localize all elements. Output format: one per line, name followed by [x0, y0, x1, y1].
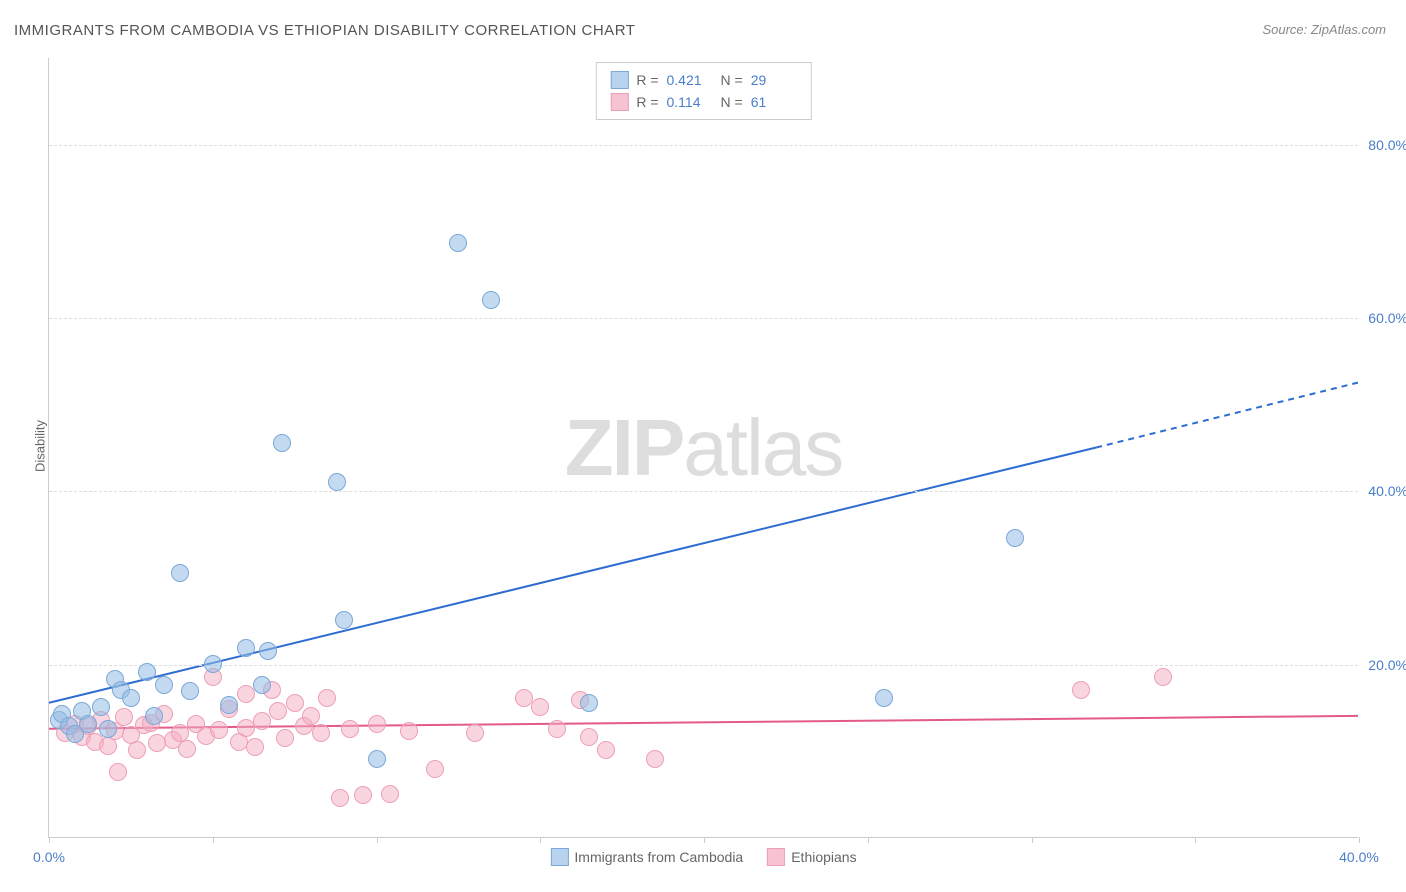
scatter-point-ethiopians [400, 722, 418, 740]
scatter-point-cambodia [237, 639, 255, 657]
scatter-point-cambodia [122, 689, 140, 707]
scatter-point-cambodia [99, 720, 117, 738]
scatter-point-cambodia [220, 696, 238, 714]
x-tick [1359, 837, 1360, 843]
x-tick [377, 837, 378, 843]
scatter-point-ethiopians [237, 685, 255, 703]
correlation-chart: IMMIGRANTS FROM CAMBODIA VS ETHIOPIAN DI… [0, 0, 1406, 892]
scatter-point-cambodia [204, 655, 222, 673]
scatter-point-ethiopians [210, 721, 228, 739]
x-tick [1195, 837, 1196, 843]
scatter-point-ethiopians [1072, 681, 1090, 699]
swatch-cambodia-icon [550, 848, 568, 866]
scatter-point-ethiopians [426, 760, 444, 778]
scatter-point-cambodia [92, 698, 110, 716]
scatter-point-ethiopians [246, 738, 264, 756]
scatter-point-ethiopians [341, 720, 359, 738]
scatter-point-ethiopians [466, 724, 484, 742]
y-tick-label: 60.0% [1363, 310, 1406, 326]
scatter-point-ethiopians [237, 719, 255, 737]
x-tick [704, 837, 705, 843]
scatter-point-cambodia [335, 611, 353, 629]
x-tick-label: 40.0% [1339, 849, 1379, 865]
gridline [49, 145, 1358, 146]
scatter-point-ethiopians [354, 786, 372, 804]
legend-row-ethiopians: R = 0.114 N = 61 [610, 91, 796, 113]
source-citation: Source: ZipAtlas.com [1262, 22, 1386, 37]
scatter-point-cambodia [171, 564, 189, 582]
scatter-point-cambodia [145, 707, 163, 725]
legend-row-cambodia: R = 0.421 N = 29 [610, 69, 796, 91]
swatch-cambodia [610, 71, 628, 89]
y-tick-label: 80.0% [1363, 137, 1406, 153]
scatter-point-ethiopians [312, 724, 330, 742]
scatter-point-cambodia [273, 434, 291, 452]
scatter-point-ethiopians [531, 698, 549, 716]
scatter-point-ethiopians [318, 689, 336, 707]
scatter-point-ethiopians [115, 708, 133, 726]
x-tick [49, 837, 50, 843]
scatter-point-cambodia [181, 682, 199, 700]
plot-area: ZIPatlas R = 0.421 N = 29 R = 0.114 N = … [48, 58, 1358, 838]
legend-bottom: Immigrants from Cambodia Ethiopians [550, 848, 856, 866]
scatter-point-cambodia [253, 676, 271, 694]
legend-stats: R = 0.421 N = 29 R = 0.114 N = 61 [595, 62, 811, 120]
swatch-ethiopians [610, 93, 628, 111]
x-tick-label: 0.0% [33, 849, 65, 865]
scatter-point-ethiopians [286, 694, 304, 712]
scatter-point-ethiopians [253, 712, 271, 730]
scatter-point-cambodia [580, 694, 598, 712]
legend-item-ethiopians: Ethiopians [767, 848, 856, 866]
scatter-point-ethiopians [331, 789, 349, 807]
x-tick [540, 837, 541, 843]
scatter-point-ethiopians [515, 689, 533, 707]
scatter-point-ethiopians [1154, 668, 1172, 686]
gridline [49, 665, 1358, 666]
x-tick [868, 837, 869, 843]
scatter-point-ethiopians [548, 720, 566, 738]
scatter-point-ethiopians [109, 763, 127, 781]
y-axis-label: Disability [33, 420, 48, 472]
scatter-point-ethiopians [597, 741, 615, 759]
scatter-point-ethiopians [178, 740, 196, 758]
scatter-point-cambodia [368, 750, 386, 768]
scatter-point-cambodia [155, 676, 173, 694]
legend-item-cambodia: Immigrants from Cambodia [550, 848, 743, 866]
x-tick [1032, 837, 1033, 843]
scatter-point-cambodia [875, 689, 893, 707]
scatter-point-ethiopians [148, 734, 166, 752]
scatter-point-ethiopians [269, 702, 287, 720]
gridline [49, 318, 1358, 319]
gridline [49, 491, 1358, 492]
scatter-point-ethiopians [580, 728, 598, 746]
scatter-point-cambodia [259, 642, 277, 660]
y-tick-label: 40.0% [1363, 483, 1406, 499]
scatter-point-ethiopians [646, 750, 664, 768]
scatter-point-cambodia [328, 473, 346, 491]
scatter-point-ethiopians [302, 707, 320, 725]
scatter-point-cambodia [138, 663, 156, 681]
chart-title: IMMIGRANTS FROM CAMBODIA VS ETHIOPIAN DI… [14, 22, 635, 39]
x-tick [213, 837, 214, 843]
swatch-ethiopians-icon [767, 848, 785, 866]
scatter-point-cambodia [449, 234, 467, 252]
scatter-point-cambodia [79, 715, 97, 733]
scatter-point-ethiopians [381, 785, 399, 803]
scatter-point-ethiopians [128, 741, 146, 759]
scatter-point-cambodia [1006, 529, 1024, 547]
y-tick-label: 20.0% [1363, 657, 1406, 673]
scatter-point-cambodia [482, 291, 500, 309]
scatter-point-ethiopians [368, 715, 386, 733]
watermark: ZIPatlas [565, 402, 842, 494]
scatter-point-ethiopians [276, 729, 294, 747]
